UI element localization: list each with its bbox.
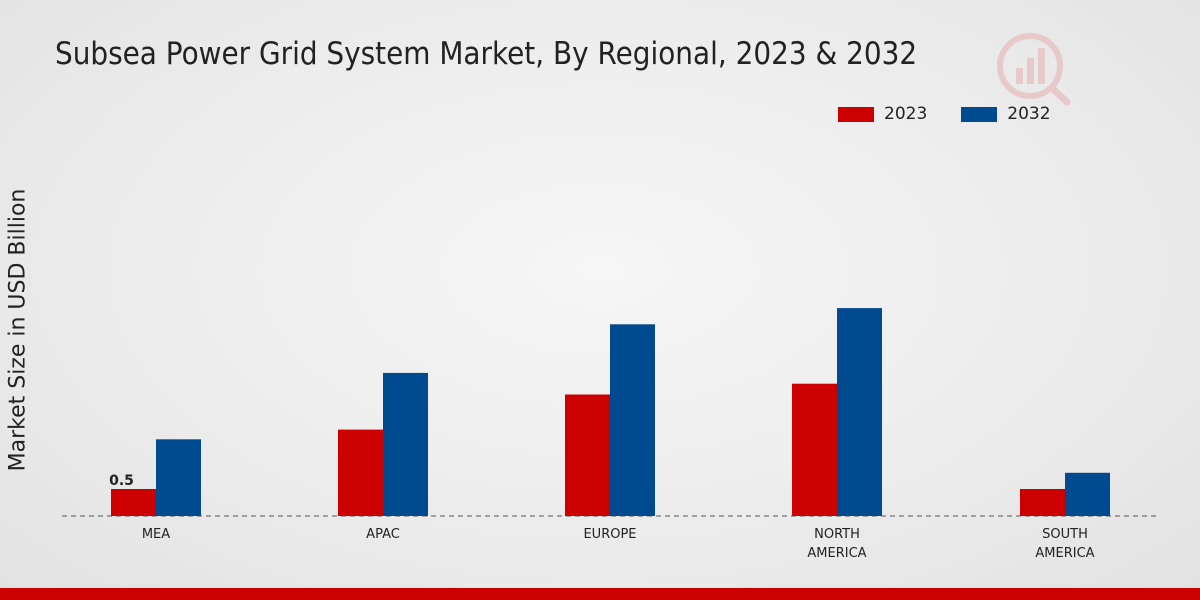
x-tick-label: EUROPE — [583, 527, 636, 542]
bar-2032-europe — [610, 324, 655, 516]
legend-label-2032: 2032 — [1007, 104, 1051, 124]
bar-2023-north-america — [792, 383, 837, 516]
x-tick-label: NORTH AMERICA — [807, 527, 866, 561]
legend-swatch-2023 — [838, 106, 874, 122]
chart-legend: 2023 2032 — [838, 104, 1051, 124]
x-tick-label: SOUTH AMERICA — [1035, 527, 1094, 561]
chart-title: Subsea Power Grid System Market, By Regi… — [55, 36, 918, 72]
bar-2032-north-america — [837, 308, 882, 516]
bar-2023-mea — [111, 489, 156, 516]
market-research-logo-icon — [997, 33, 1071, 106]
data-label: 0.5 — [109, 473, 134, 489]
legend-item-2023: 2023 — [838, 104, 927, 124]
bar-2032-south-america — [1065, 472, 1110, 516]
legend-label-2023: 2023 — [884, 104, 928, 124]
legend-swatch-2032 — [961, 106, 998, 122]
bar-2032-apac — [383, 372, 428, 516]
bar-2023-europe — [565, 394, 610, 516]
bar-2032-mea — [156, 439, 201, 516]
x-tick-label: MEA — [142, 527, 170, 542]
bar-2023-apac — [338, 429, 383, 516]
footer-bar — [0, 588, 1200, 600]
bar-2023-south-america — [1020, 489, 1065, 516]
legend-item-2032: 2032 — [961, 104, 1051, 124]
x-tick-label: APAC — [366, 527, 400, 542]
